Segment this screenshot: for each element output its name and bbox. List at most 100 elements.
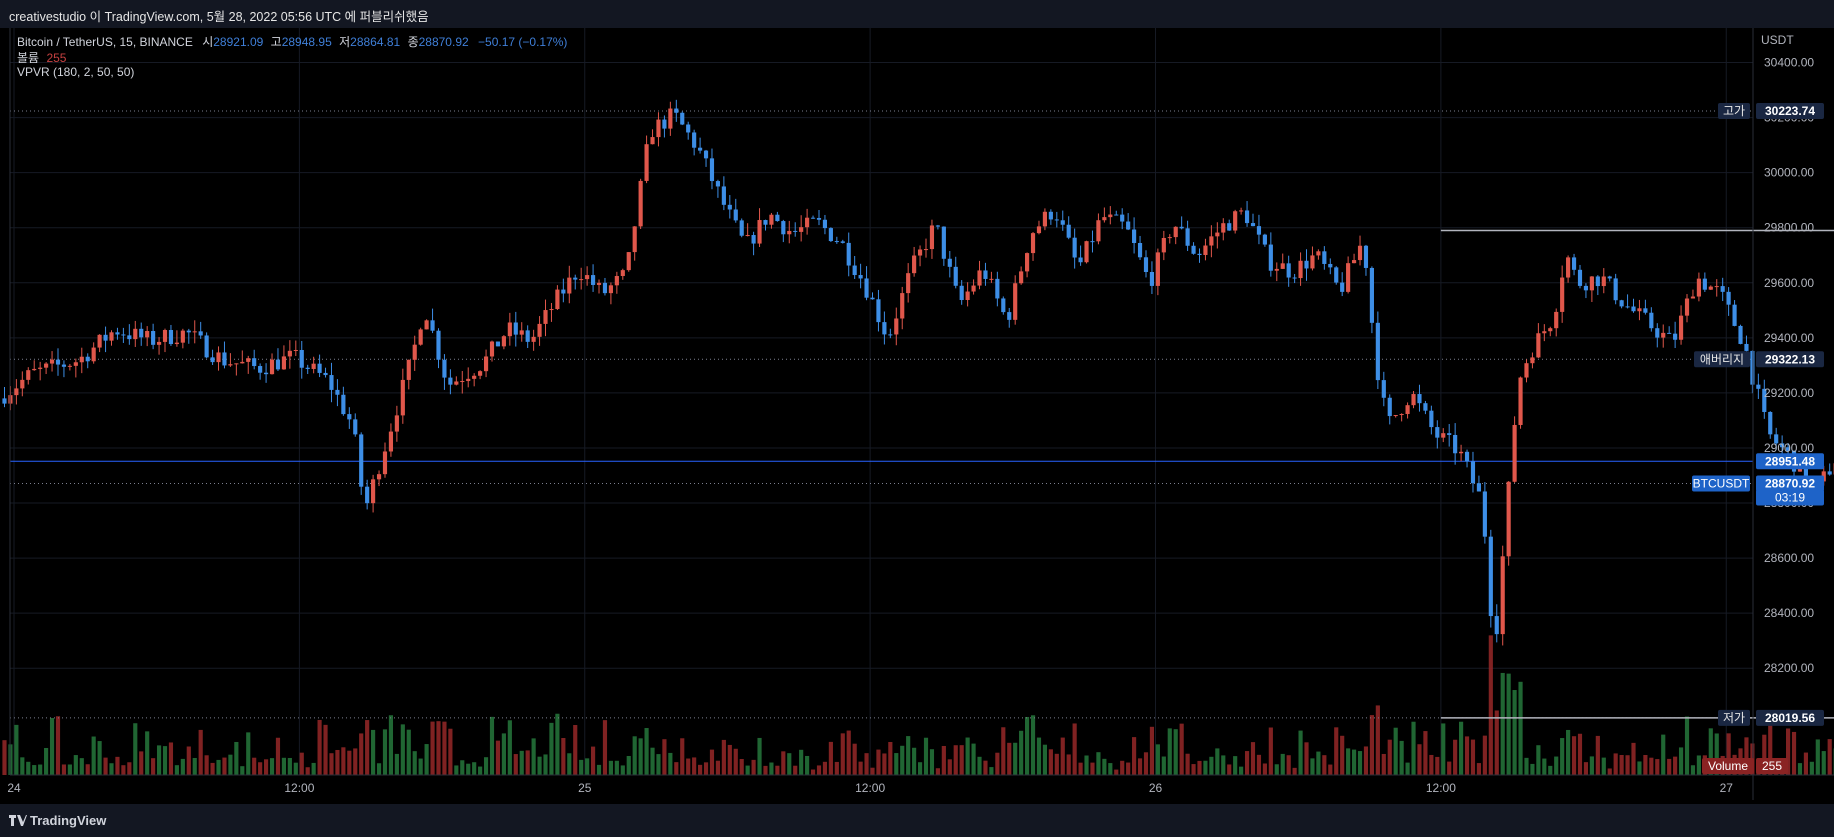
candle-body [329, 375, 334, 390]
volume-bar [1280, 753, 1285, 775]
candle-body [264, 372, 269, 375]
volume-bar [311, 762, 316, 775]
volume-bar [543, 754, 548, 775]
candle-body [1571, 257, 1577, 270]
price-chart[interactable]: 28200.0028400.0028600.0028800.0029000.00… [0, 28, 1834, 804]
volume-bar [501, 733, 506, 775]
volume-bar [109, 763, 114, 775]
axes: 28200.0028400.0028600.0028800.0029000.00… [7, 28, 1834, 800]
candle-body [739, 220, 744, 236]
volume-bar [608, 760, 613, 775]
volume-bar [626, 755, 631, 775]
candle-body [299, 349, 304, 368]
legend-volume-value: 255 [46, 51, 67, 65]
volume-bar [329, 753, 334, 775]
candle-body [1411, 394, 1416, 406]
candle-body [1690, 296, 1696, 299]
volume-bar [1447, 761, 1452, 775]
candles [2, 99, 1834, 646]
candle-body [799, 227, 804, 232]
candle-body [1696, 278, 1701, 297]
axis-unit: USDT [1761, 33, 1794, 47]
volume-bar [103, 757, 108, 775]
volume-bar [55, 716, 61, 775]
candle-body [1304, 260, 1309, 269]
candle-body [1655, 328, 1660, 338]
volume-bar [1340, 735, 1345, 775]
volume-bar [174, 765, 179, 775]
candle-body [365, 486, 370, 504]
volume-bar [460, 760, 465, 775]
volume-bar [44, 747, 49, 775]
candle-body [775, 214, 780, 222]
candle-body [858, 275, 863, 279]
volume-bar [894, 753, 899, 775]
legend-volume-row: 볼륨 255 [17, 49, 66, 66]
candle-body [686, 124, 691, 133]
x-tick-label: 12:00 [284, 781, 314, 795]
volume-bar [145, 731, 150, 775]
volume-label-text: Volume [1708, 759, 1748, 773]
average-value-text: 29322.13 [1765, 352, 1815, 366]
volume-bar [1060, 737, 1065, 775]
high-value-bg [1756, 103, 1824, 120]
x-tick-label: 12:00 [1426, 781, 1456, 795]
candle-body [810, 217, 816, 219]
candle-body [1506, 481, 1511, 557]
candle-body [156, 341, 162, 345]
volume-bar [38, 764, 43, 775]
volume-bar [561, 738, 566, 775]
volume-bar [412, 751, 417, 775]
volume-bar [1786, 728, 1791, 775]
volume-bar [739, 759, 744, 775]
candle-body [406, 359, 411, 380]
chart-frame[interactable]: 28200.0028400.0028600.0028800.0029000.00… [0, 28, 1834, 804]
candle-body [139, 328, 144, 338]
volume-bar [1191, 764, 1196, 775]
candle-body [1316, 251, 1321, 256]
candle-body [1518, 377, 1523, 425]
volume-bar [1137, 758, 1143, 775]
legend-close-label: 종 [407, 35, 419, 49]
volume-bar [828, 741, 833, 775]
volume-bar [1613, 753, 1618, 775]
volume-bar [709, 749, 715, 775]
volume-bar [1316, 751, 1321, 775]
candle-body [1625, 306, 1630, 308]
volume-bar [1233, 756, 1238, 775]
candle-body [929, 225, 935, 250]
volume-bar [531, 738, 536, 775]
volume-bar [1684, 716, 1690, 775]
candle-body [1768, 411, 1773, 435]
candle-body [1595, 276, 1600, 287]
legend-symbol-row: Bitcoin / TetherUS, 15, BINANCE 시28921.0… [17, 33, 567, 50]
volume-bar [26, 761, 31, 775]
volume-bar [133, 723, 138, 775]
volume-bar [852, 743, 857, 775]
candle-body [1262, 234, 1267, 245]
candle-body [478, 371, 483, 376]
candle-body [1203, 245, 1208, 255]
volume-bar [1809, 761, 1814, 775]
candle-body [1185, 228, 1190, 246]
volume-bar [1512, 690, 1517, 775]
candle-body [1363, 245, 1369, 268]
candle-body [941, 226, 946, 259]
volume-bar [489, 716, 495, 775]
candle-body [1310, 255, 1315, 269]
candle-body [198, 331, 203, 336]
volume-bar [424, 744, 429, 775]
volume-bar [73, 755, 78, 775]
candle-body [97, 334, 102, 348]
candle-body [1244, 210, 1250, 224]
volume-bar [1661, 734, 1666, 775]
volume-bar [1346, 748, 1351, 775]
volume-bar [258, 762, 263, 775]
candle-body [1661, 332, 1666, 338]
candle-body [1173, 226, 1178, 238]
candle-body [32, 368, 37, 371]
tradingview-logo[interactable]: TradingView [9, 813, 106, 828]
volume-bar [775, 765, 780, 775]
volume-bar [1696, 755, 1701, 775]
candle-body [977, 270, 982, 286]
